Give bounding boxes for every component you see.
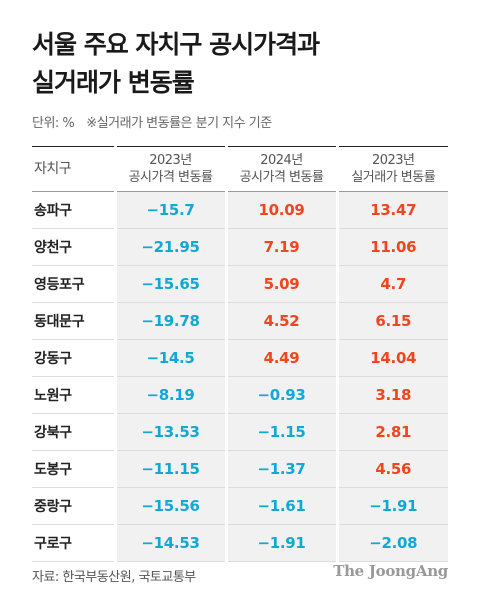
table-row: 동대문구 −19.78 4.52 6.15 xyxy=(32,302,448,340)
header-2023-assessed-metric: 공시가격 변동률 xyxy=(128,170,213,185)
value-2023-assessed: −13.53 xyxy=(113,413,226,451)
table-row: 양천구 −21.95 7.19 11.06 xyxy=(32,228,448,266)
value-2024-assessed: 4.52 xyxy=(224,302,337,340)
value-2023-transaction: −1.91 xyxy=(335,487,448,525)
table-row: 노원구 −8.19 −0.93 3.18 xyxy=(32,376,448,414)
value-2023-transaction: 14.04 xyxy=(335,339,448,377)
title-line-2: 실거래가 변동률 xyxy=(32,68,195,97)
value-2023-assessed: −15.7 xyxy=(113,191,226,229)
value-2023-assessed: −11.15 xyxy=(113,450,226,488)
district-name: 양천구 xyxy=(34,240,72,256)
header-district-label: 자치구 xyxy=(34,160,72,177)
header-2024-assessed-metric: 공시가격 변동률 xyxy=(239,170,324,185)
unit-caption: 단위: % ※실거래가 변동률은 분기 지수 기준 xyxy=(32,112,272,131)
header-row: 자치구 2023년 공시가격 변동률 2024년 공시가격 변동률 2023년 … xyxy=(32,146,448,192)
chart-title: 서울 주요 자치구 공시가격과 실거래가 변동률 xyxy=(32,26,320,102)
unit-label: 단위: % xyxy=(32,116,75,131)
table-row: 송파구 −15.7 10.09 13.47 xyxy=(32,191,448,229)
header-2023-transaction: 2023년 실거래가 변동률 xyxy=(335,146,448,192)
header-2023-assessed-year: 2023년 xyxy=(149,153,192,168)
value-2023-assessed: −19.78 xyxy=(113,302,226,340)
value-2023-transaction: 4.7 xyxy=(335,265,448,303)
header-2023-transaction-year: 2023년 xyxy=(371,153,415,168)
table-row: 강동구 −14.5 4.49 14.04 xyxy=(32,339,448,377)
value-2024-assessed: −1.15 xyxy=(224,413,337,451)
value-2023-transaction: 2.81 xyxy=(335,413,448,451)
value-2024-assessed: 5.09 xyxy=(224,265,337,303)
data-table: 자치구 2023년 공시가격 변동률 2024년 공시가격 변동률 2023년 … xyxy=(32,146,448,562)
district-name: 구로구 xyxy=(34,536,72,552)
unit-note: ※실거래가 변동률은 분기 지수 기준 xyxy=(86,116,272,131)
title-line-1: 서울 주요 자치구 공시가격과 xyxy=(32,30,320,59)
district-name: 중랑구 xyxy=(34,499,72,515)
table-body: 송파구 −15.7 10.09 13.47 양천구 −21.95 7.19 11.06 영등포구… xyxy=(32,191,448,562)
value-2023-assessed: −14.5 xyxy=(113,339,226,377)
value-2024-assessed: 7.19 xyxy=(224,228,337,266)
header-2024-assessed-year: 2024년 xyxy=(260,153,303,168)
value-2024-assessed: 4.49 xyxy=(224,339,337,377)
value-2024-assessed: −1.91 xyxy=(224,524,337,562)
table-row: 강북구 −13.53 −1.15 2.81 xyxy=(32,413,448,451)
value-2023-transaction: 3.18 xyxy=(335,376,448,414)
value-2024-assessed: −0.93 xyxy=(224,376,337,414)
header-2023-transaction-metric: 실거래가 변동률 xyxy=(351,170,436,185)
header-2024-assessed: 2024년 공시가격 변동률 xyxy=(224,146,337,192)
value-2023-transaction: 11.06 xyxy=(335,228,448,266)
table-row: 영등포구 −15.65 5.09 4.7 xyxy=(32,265,448,303)
source-note: 자료: 한국부동산원, 국토교통부 xyxy=(32,570,196,585)
table-row: 구로구 −14.53 −1.91 −2.08 xyxy=(32,524,448,562)
value-2024-assessed: 10.09 xyxy=(224,191,337,229)
table-row: 중랑구 −15.56 −1.61 −1.91 xyxy=(32,487,448,525)
district-name: 강동구 xyxy=(34,351,72,367)
value-2023-transaction: 13.47 xyxy=(335,191,448,229)
header-district: 자치구 xyxy=(32,147,115,192)
header-2023-assessed: 2023년 공시가격 변동률 xyxy=(113,146,226,192)
district-name: 영등포구 xyxy=(34,277,85,293)
district-name: 동대문구 xyxy=(34,314,85,330)
value-2023-assessed: −15.65 xyxy=(113,265,226,303)
district-name: 도봉구 xyxy=(34,462,72,478)
value-2023-transaction: 4.56 xyxy=(335,450,448,488)
value-2023-assessed: −8.19 xyxy=(113,376,226,414)
value-2024-assessed: −1.61 xyxy=(224,487,337,525)
value-2023-assessed: −21.95 xyxy=(113,228,226,266)
value-2023-transaction: 6.15 xyxy=(335,302,448,340)
brand-logo: The JoongAng xyxy=(333,562,448,580)
value-2024-assessed: −1.37 xyxy=(224,450,337,488)
value-2023-assessed: −15.56 xyxy=(113,487,226,525)
district-name: 송파구 xyxy=(34,203,72,219)
value-2023-transaction: −2.08 xyxy=(335,524,448,562)
value-2023-assessed: −14.53 xyxy=(113,524,226,562)
district-name: 노원구 xyxy=(34,388,72,404)
district-name: 강북구 xyxy=(34,425,72,441)
table-row: 도봉구 −11.15 −1.37 4.56 xyxy=(32,450,448,488)
